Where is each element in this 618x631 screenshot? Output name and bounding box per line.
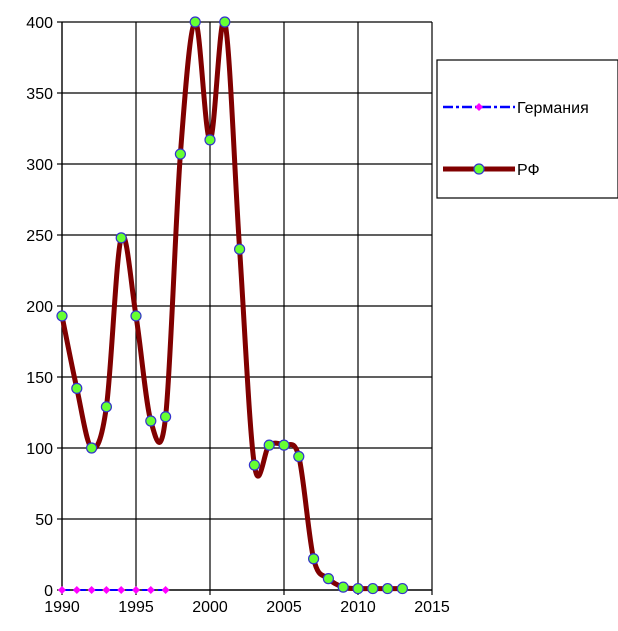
- data-point: [174, 148, 186, 160]
- data-point: [145, 415, 157, 427]
- x-tick-label: 1990: [44, 599, 80, 616]
- data-point: [56, 310, 68, 322]
- data-point: [130, 310, 142, 322]
- data-point: [117, 586, 126, 594]
- data-point: [308, 553, 320, 565]
- axes: 0 50 100 150 200 250 300 350 400 1990 1995 2000 2005…: [26, 15, 450, 616]
- data-point: [278, 439, 290, 451]
- series-0: [58, 586, 170, 594]
- data-point: [85, 442, 98, 454]
- data-point: [87, 586, 96, 594]
- data-point: [102, 586, 111, 594]
- data-point: [58, 586, 66, 594]
- series-1: [56, 16, 408, 595]
- x-tick-label: 2010: [340, 599, 376, 616]
- x-tick-label: 2015: [414, 599, 450, 616]
- data-point: [352, 582, 364, 595]
- y-tick-label: 0: [44, 583, 53, 600]
- y-tick-label: 200: [26, 299, 53, 316]
- data-point: [72, 586, 81, 594]
- data-point: [382, 582, 394, 595]
- data-point: [161, 586, 170, 594]
- plot-area: [56, 16, 408, 595]
- data-point: [248, 459, 260, 471]
- legend-label: Германия: [517, 100, 589, 117]
- data-point: [204, 134, 216, 146]
- y-tick-label: 400: [26, 15, 53, 32]
- data-point: [337, 581, 349, 593]
- legend: Германия РФ: [436, 59, 618, 199]
- data-point: [132, 586, 140, 594]
- legend-label: РФ: [517, 162, 540, 179]
- data-point: [219, 16, 231, 28]
- y-tick-label: 300: [26, 157, 53, 174]
- legend-marker: [475, 103, 483, 111]
- legend-box: [436, 59, 618, 199]
- x-tick-label: 2005: [266, 599, 302, 616]
- y-tick-label: 250: [26, 228, 53, 245]
- y-tick-label: 350: [26, 86, 53, 103]
- x-tick-label: 2000: [192, 599, 228, 616]
- data-point: [100, 401, 113, 413]
- grid: [62, 21, 433, 590]
- data-point: [322, 573, 334, 585]
- y-tick-label: 150: [26, 370, 53, 387]
- data-point: [293, 450, 305, 463]
- legend-marker: [473, 163, 485, 175]
- data-point: [71, 382, 83, 394]
- data-point: [146, 586, 155, 594]
- x-tick-label: 1995: [118, 599, 154, 616]
- data-point: [189, 16, 201, 28]
- data-point: [367, 582, 379, 595]
- data-point: [396, 582, 408, 595]
- y-tick-label: 100: [26, 441, 53, 458]
- data-point: [160, 411, 172, 423]
- data-point: [115, 232, 127, 244]
- y-tick-label: 50: [35, 512, 53, 529]
- data-point: [263, 439, 275, 451]
- data-point: [234, 243, 246, 255]
